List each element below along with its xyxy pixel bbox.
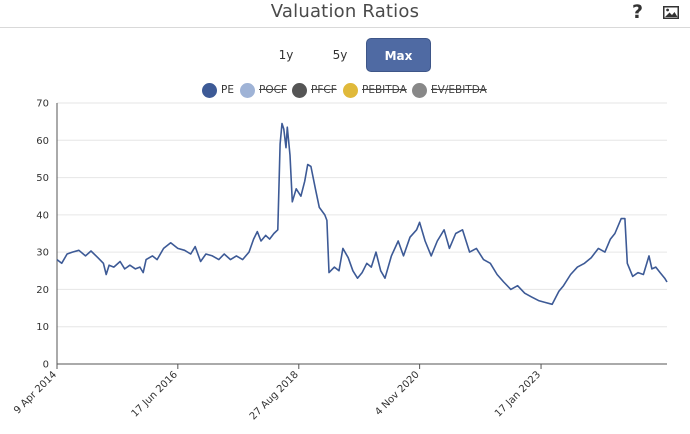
x-tick-label: 17 Jan 2023 <box>493 369 543 419</box>
range-tabs: 1y 5y Max <box>0 38 690 72</box>
legend-dot-pocf <box>240 82 255 98</box>
legend-label-pfcf: PFCF <box>311 84 337 96</box>
legend-label-pebitda: PEBITDA <box>362 84 407 96</box>
y-tick-label: 40 <box>36 210 49 221</box>
legend-item-pebitda[interactable]: PEBITDA <box>343 81 407 99</box>
page-title: Valuation Ratios <box>270 1 420 22</box>
chart-legend: PE POCF PFCF PEBITDA EV/EBITDA <box>0 81 690 99</box>
x-tick-label: 9 Apr 2014 <box>12 369 59 416</box>
legend-dot-pe <box>202 82 217 98</box>
legend-label-pocf: POCF <box>259 84 287 96</box>
legend-label-pe: PE <box>221 84 234 96</box>
y-tick-label: 50 <box>36 173 49 184</box>
series-line-pe <box>56 122 668 306</box>
y-tick-label: 10 <box>36 322 49 333</box>
y-tick-label: 70 <box>36 99 49 110</box>
y-tick-label: 20 <box>36 285 49 296</box>
legend-dot-pebitda <box>343 82 358 98</box>
y-tick-label: 30 <box>36 248 49 259</box>
x-tick-label: 17 Jun 2016 <box>130 369 180 419</box>
legend-item-ev-ebitda[interactable]: EV/EBITDA <box>412 81 487 99</box>
legend-item-pe[interactable]: PE <box>202 81 234 99</box>
range-max-button[interactable]: Max <box>366 38 431 72</box>
range-5y-button[interactable]: 5y <box>332 48 348 62</box>
question-mark-icon[interactable]: ? <box>632 1 644 23</box>
legend-item-pocf[interactable]: POCF <box>240 81 287 99</box>
y-tick-label: 60 <box>36 136 49 147</box>
x-tick-label: 27 Aug 2018 <box>248 369 301 422</box>
panel-header: Valuation Ratios ? <box>0 0 690 28</box>
y-tick-label: 0 <box>43 360 49 371</box>
x-tick-label: 4 Nov 2020 <box>373 369 422 418</box>
legend-dot-pfcf <box>292 82 307 98</box>
image-icon[interactable] <box>663 6 679 19</box>
legend-item-pfcf[interactable]: PFCF <box>292 81 337 99</box>
legend-dot-ev-ebitda <box>412 82 427 98</box>
legend-label-ev-ebitda: EV/EBITDA <box>431 84 487 96</box>
range-1y-button[interactable]: 1y <box>278 48 294 62</box>
